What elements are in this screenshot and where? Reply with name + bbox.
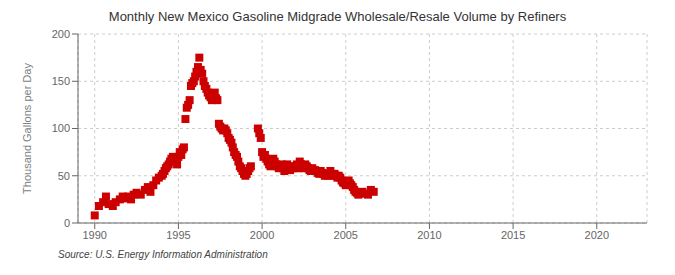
svg-text:2020: 2020 xyxy=(585,229,609,241)
svg-text:0: 0 xyxy=(64,217,70,229)
svg-text:2015: 2015 xyxy=(501,229,525,241)
svg-text:2000: 2000 xyxy=(250,229,274,241)
svg-text:2010: 2010 xyxy=(417,229,441,241)
svg-text:150: 150 xyxy=(52,75,70,87)
svg-text:1995: 1995 xyxy=(166,229,190,241)
svg-text:2005: 2005 xyxy=(334,229,358,241)
svg-text:1990: 1990 xyxy=(82,229,106,241)
svg-text:50: 50 xyxy=(58,170,70,182)
svg-text:100: 100 xyxy=(52,122,70,134)
html-text:Monthly New Mexico Gasoline Mi: Monthly New Mexico Gasoline Midgrade Who… xyxy=(108,9,567,24)
svg-text:Thousand Gallons per Day: Thousand Gallons per Day xyxy=(21,63,33,194)
svg-text:200: 200 xyxy=(52,28,70,40)
html-text:Source: U.S. Energy Informatio: Source: U.S. Energy Information Administ… xyxy=(58,249,268,260)
